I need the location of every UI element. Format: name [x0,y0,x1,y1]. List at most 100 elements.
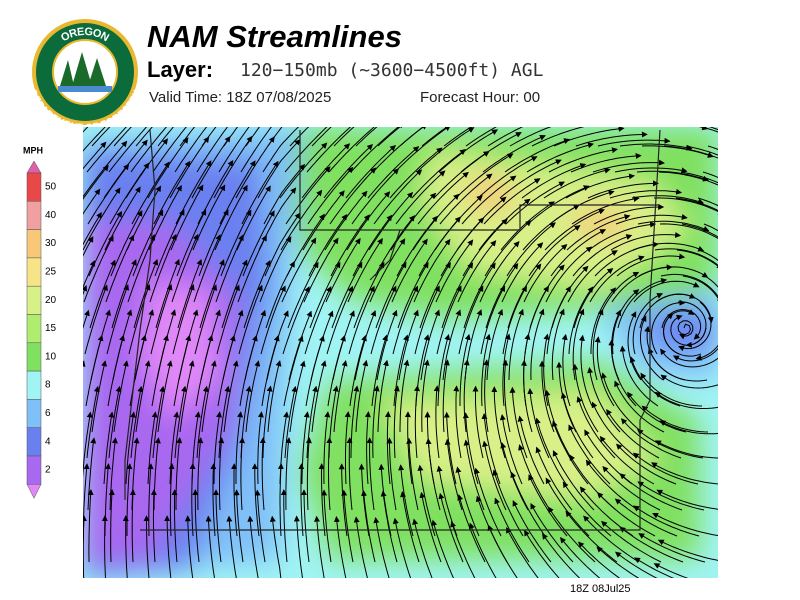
streamline [632,452,699,485]
streamline [483,178,541,225]
streamline [164,515,172,578]
streamline [652,512,718,537]
streamline [375,261,407,329]
streamline [83,211,102,246]
streamline [194,284,218,355]
streamline [685,145,718,156]
streamline [414,285,440,355]
streamline [83,187,121,251]
streamline [83,235,114,303]
streamline [174,385,187,459]
streamline [660,273,718,304]
streamline [589,255,645,303]
streamline [399,127,425,147]
streamline [638,266,709,278]
streamline [189,463,196,537]
streamline [721,250,756,310]
streamline [547,506,596,563]
streamline [538,360,555,433]
streamline [106,284,129,355]
streamline [633,505,700,537]
streamline [330,214,370,277]
streamline [377,359,389,433]
streamline [435,239,474,303]
streamline [461,175,517,225]
streamline [205,515,215,578]
streamline [306,127,352,173]
streamline [416,127,475,173]
streamline [213,489,222,563]
streamline [566,214,631,251]
streamline [152,385,166,459]
streamline [474,467,502,537]
legend-cap [26,160,42,174]
streamline [542,533,581,578]
streamline [441,262,474,329]
streamline [350,127,405,173]
streamline [262,127,299,173]
streamline [201,127,217,147]
streamline [572,234,633,277]
streamline [175,160,212,225]
streamline [223,127,239,147]
streamline [172,284,195,355]
streamline [568,424,611,485]
streamline [397,261,429,329]
streamline [184,515,194,578]
streamline [264,212,301,277]
streamline [524,529,560,578]
streamline [259,236,292,303]
streamline [487,127,524,147]
streamline [83,411,93,478]
streamline [147,411,158,485]
streamline [670,314,707,346]
legend-swatch [26,455,42,485]
legend-label: 20 [45,295,57,306]
streamline [663,145,718,159]
streamline [431,519,454,578]
streamline [654,248,718,270]
streamline [614,167,688,174]
streamline [420,309,440,381]
streamline [434,195,483,251]
streamline [262,385,273,459]
streamline [561,333,571,407]
streamline [333,127,355,147]
streamline [638,533,706,563]
streamline [544,208,605,251]
streamline [506,527,539,578]
streamline [404,411,413,485]
streamline [590,287,617,354]
streamline [458,285,484,355]
streamline [465,127,497,147]
streamline [504,138,570,173]
streamline [263,163,306,225]
streamline [254,489,266,563]
streamline [245,127,260,147]
streamline [437,334,451,407]
streamline [648,347,708,382]
streamline [239,437,245,511]
streamline [629,356,681,407]
streamline [616,253,686,277]
streamline [650,299,686,355]
streamline [510,471,546,537]
streamline [438,492,464,563]
streamline [414,385,420,459]
streamline [502,359,511,433]
streamline [453,385,462,459]
streamline [218,127,250,173]
streamline [527,388,550,459]
streamline [562,481,612,537]
streamline [472,385,484,459]
streamline [91,360,107,433]
streamline [703,223,718,232]
streamline [678,301,712,352]
streamline [520,359,533,433]
streamline [411,149,466,199]
streamline [213,411,223,485]
streamline [502,333,511,407]
streamline [311,360,327,433]
streamline [372,385,380,459]
streamline [85,334,104,407]
